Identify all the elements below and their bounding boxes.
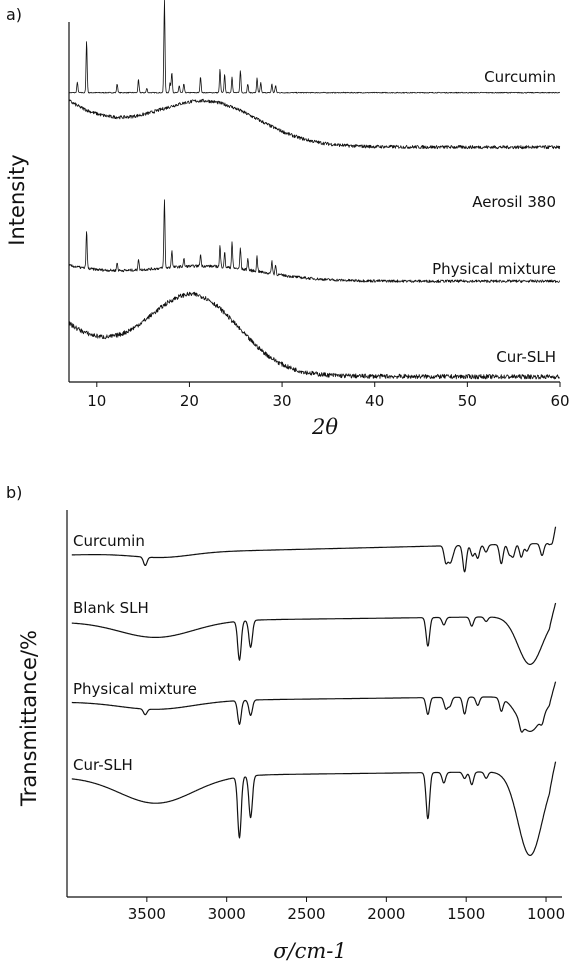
ftir-series-labels: Curcumin Blank SLH Physical mixture Cur-SLH xyxy=(73,532,197,774)
xrd-y-axis-title: Intensity xyxy=(5,154,29,245)
xrd-x-axis-title: 2θ xyxy=(311,415,338,439)
xrd-series-label: Physical mixture xyxy=(432,260,556,278)
xrd-x-tick-label: 50 xyxy=(458,392,477,410)
xrd-trace-1 xyxy=(68,0,561,94)
ftir-series-label: Cur-SLH xyxy=(73,756,133,774)
ftir-series-label: Physical mixture xyxy=(73,680,197,698)
ftir-x-axis-title: σ/cm-1 xyxy=(273,939,347,963)
xrd-x-tick-label: 60 xyxy=(550,392,569,410)
panel-b-label: b) xyxy=(6,483,22,502)
ftir-x-tick-label: 3500 xyxy=(128,905,166,923)
ftir-y-axis-title: Transmittance/% xyxy=(17,630,41,807)
xrd-x-ticks: 10 20 30 40 50 60 xyxy=(87,382,570,410)
ftir-x-tick-label: 1500 xyxy=(447,905,485,923)
xrd-trace-4 xyxy=(68,291,560,380)
ftir-x-tick-label: 1000 xyxy=(527,905,565,923)
xrd-x-tick-label: 20 xyxy=(180,392,199,410)
ftir-plot: 3500 3000 2500 2000 1500 1000 Curcumin Blank S… xyxy=(66,510,565,923)
xrd-plot: 10 20 30 40 50 60 Curcumin Aerosil 380 Physical… xyxy=(68,0,570,410)
xrd-x-tick-label: 40 xyxy=(365,392,384,410)
xrd-series-labels: Curcumin Aerosil 380 Physical mixture Cur-S… xyxy=(432,68,556,366)
ftir-x-ticks: 3500 3000 2500 2000 1500 1000 xyxy=(128,897,565,923)
xrd-trace-3 xyxy=(68,199,561,283)
ftir-trace-2 xyxy=(71,602,557,665)
xrd-traces xyxy=(68,0,561,380)
xrd-x-tick-label: 30 xyxy=(273,392,292,410)
ftir-series-label: Curcumin xyxy=(73,532,145,550)
xrd-x-tick-label: 10 xyxy=(87,392,106,410)
xrd-series-label: Cur-SLH xyxy=(496,348,556,366)
xrd-series-label: Aerosil 380 xyxy=(472,193,556,211)
ftir-x-tick-label: 2500 xyxy=(287,905,325,923)
ftir-x-tick-label: 2000 xyxy=(367,905,405,923)
panel-a-label: a) xyxy=(6,5,22,24)
ftir-trace-4 xyxy=(71,761,557,856)
ftir-trace-1 xyxy=(71,526,557,573)
ftir-trace-3 xyxy=(71,681,557,733)
xrd-series-label: Curcumin xyxy=(484,68,556,86)
ftir-traces xyxy=(71,526,557,856)
ftir-series-label: Blank SLH xyxy=(73,599,149,617)
ftir-x-tick-label: 3000 xyxy=(208,905,246,923)
xrd-trace-2 xyxy=(68,98,561,150)
